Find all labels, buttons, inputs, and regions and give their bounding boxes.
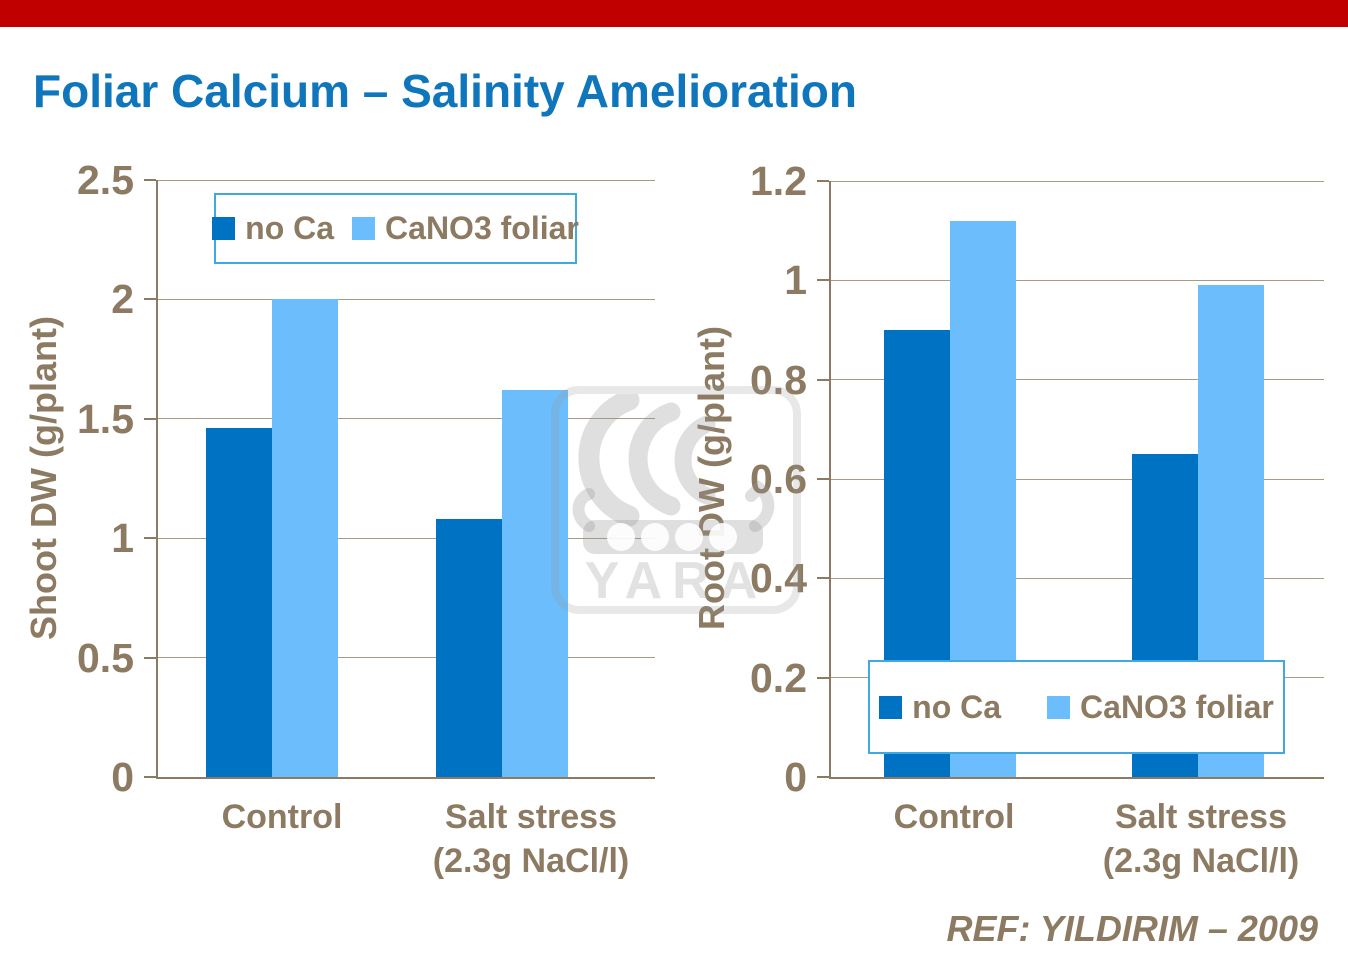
legend-item-cano3-foliar: CaNO3 foliar bbox=[352, 210, 579, 247]
legend-item-cano3-foliar: CaNO3 foliar bbox=[1047, 689, 1274, 726]
legend-label: no Ca bbox=[245, 210, 335, 246]
bar-no-ca-salt-stress bbox=[436, 519, 502, 777]
gridline bbox=[831, 279, 1324, 281]
legend-swatch-no-ca bbox=[212, 217, 236, 240]
y-tick-mark bbox=[817, 478, 829, 480]
watermark-text: YARA bbox=[585, 552, 768, 606]
y-tick-mark bbox=[817, 676, 829, 679]
gridline bbox=[158, 298, 655, 300]
y-axis-line bbox=[156, 180, 158, 779]
y-tick-mark bbox=[144, 656, 156, 659]
legend-swatch-cano3-foliar bbox=[1047, 695, 1071, 719]
y-tick-mark bbox=[817, 776, 829, 778]
y-tick-mark bbox=[817, 378, 829, 381]
y-tick-mark bbox=[144, 179, 156, 181]
gridline bbox=[158, 537, 655, 539]
legend-item-no-ca: no Ca bbox=[212, 210, 334, 247]
y-tick-mark bbox=[817, 279, 829, 282]
legend: no Ca CaNO3 foliar bbox=[868, 660, 1285, 754]
y-tick-label: 0.2 bbox=[750, 654, 807, 701]
y-tick-mark bbox=[144, 298, 156, 301]
y-tick-mark bbox=[144, 537, 156, 540]
yara-watermark: YARA bbox=[551, 386, 801, 614]
x-category-label-salt-stress: Salt stress (2.3g NaCl/l) bbox=[1102, 798, 1300, 881]
yara-ship-logo-icon: YARA bbox=[572, 394, 775, 606]
x-category-label-control: Control bbox=[221, 798, 343, 836]
legend-label: no Ca bbox=[912, 688, 1002, 725]
y-tick-mark bbox=[144, 417, 156, 420]
y-tick-label: 2.5 bbox=[77, 157, 134, 203]
y-tick-label: 2 bbox=[111, 276, 134, 323]
legend-swatch-cano3-foliar bbox=[352, 217, 376, 240]
gridline bbox=[831, 478, 1324, 480]
y-tick-mark bbox=[817, 180, 829, 182]
y-tick-mark bbox=[817, 577, 829, 580]
legend-swatch-no-ca bbox=[879, 695, 903, 719]
legend-label: CaNO3 foliar bbox=[385, 210, 579, 246]
y-tick-label: 0 bbox=[111, 754, 134, 800]
y-tick-label: 1.2 bbox=[750, 158, 807, 204]
gridline bbox=[158, 179, 655, 181]
x-category-label-control: Control bbox=[893, 798, 1015, 836]
bar-cano3-foliar-control bbox=[272, 299, 338, 777]
y-tick-label: 0.6 bbox=[750, 456, 807, 502]
bar-no-ca-control bbox=[206, 428, 272, 777]
gridline bbox=[831, 180, 1324, 182]
y-tick-label: 1 bbox=[784, 257, 807, 304]
legend-label: CaNO3 foliar bbox=[1080, 688, 1274, 725]
bar-cano3-foliar-salt-stress bbox=[502, 390, 568, 777]
gridline bbox=[831, 577, 1324, 579]
y-axis-line bbox=[829, 181, 831, 779]
gridline bbox=[158, 418, 655, 420]
slide-title: Foliar Calcium – Salinity Amelioration bbox=[33, 65, 857, 117]
x-axis-line bbox=[158, 777, 655, 779]
x-axis-line bbox=[831, 777, 1324, 779]
gridline bbox=[158, 657, 655, 659]
y-tick-label: 0 bbox=[784, 754, 807, 800]
x-category-label-salt-stress: Salt stress (2.3g NaCl/l) bbox=[432, 798, 630, 881]
y-tick-mark bbox=[144, 776, 156, 778]
y-tick-label: 1 bbox=[111, 515, 134, 562]
top-accent-bar bbox=[0, 0, 1348, 27]
gridline bbox=[831, 379, 1324, 381]
legend-item-no-ca: no Ca bbox=[879, 689, 1001, 726]
y-tick-label: 0.5 bbox=[77, 634, 134, 681]
legend: no Ca CaNO3 foliar bbox=[212, 193, 579, 264]
y-tick-label: 1.5 bbox=[77, 395, 134, 442]
reference-text: REF: YILDIRIM – 2009 bbox=[946, 908, 1318, 949]
